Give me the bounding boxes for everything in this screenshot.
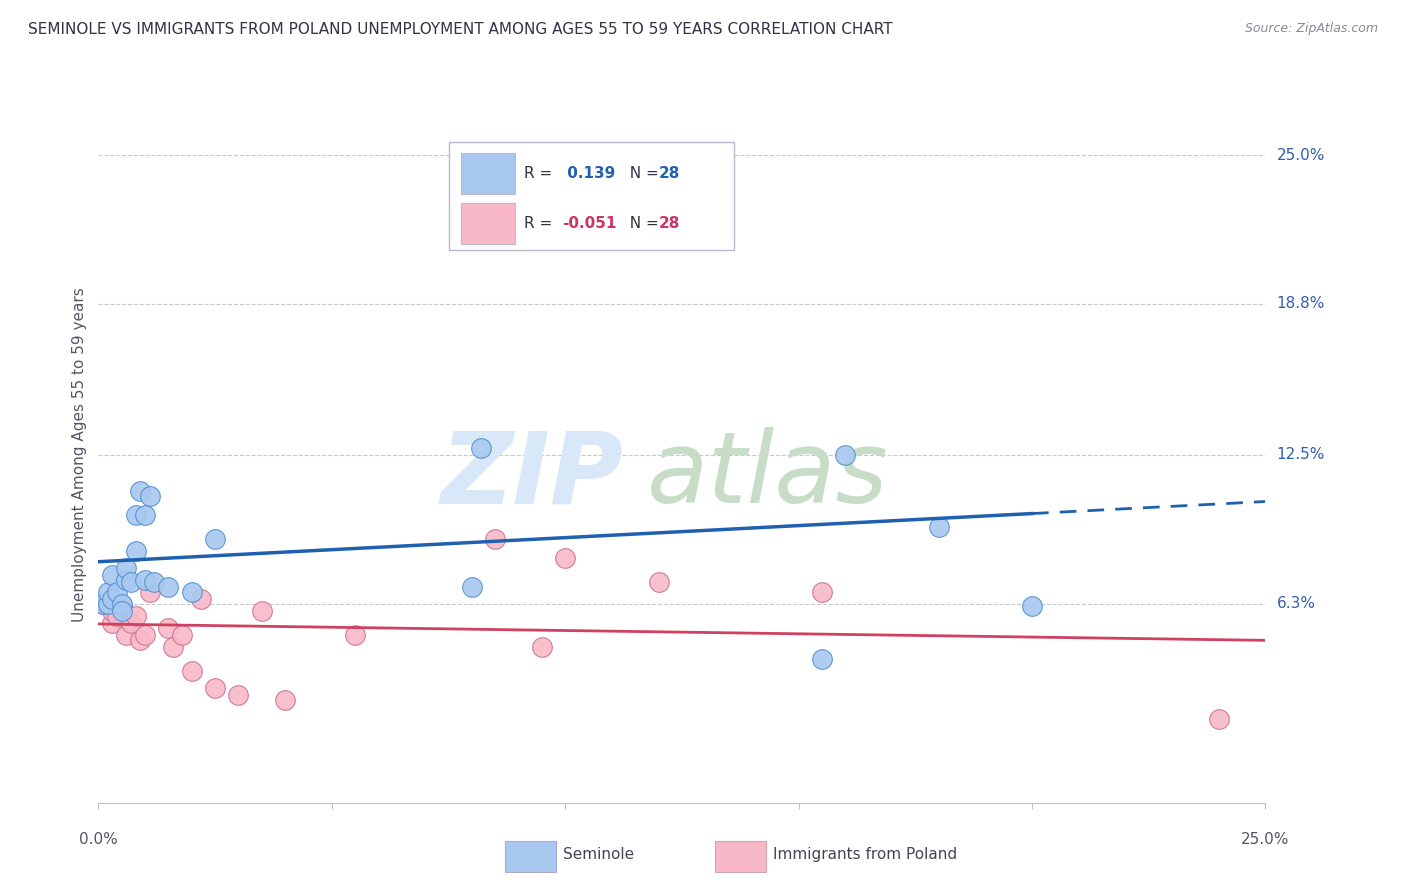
Point	[97, 597, 120, 611]
FancyBboxPatch shape	[505, 841, 555, 871]
Point	[134, 628, 156, 642]
FancyBboxPatch shape	[714, 841, 766, 871]
Point	[97, 584, 120, 599]
Point	[204, 532, 226, 546]
Point	[120, 575, 142, 590]
Point	[139, 489, 162, 503]
Point	[111, 604, 134, 618]
FancyBboxPatch shape	[461, 202, 515, 244]
Point	[470, 441, 492, 455]
Text: ZIP: ZIP	[440, 427, 623, 524]
Text: Source: ZipAtlas.com: Source: ZipAtlas.com	[1244, 22, 1378, 36]
Point	[97, 597, 120, 611]
Point	[101, 604, 124, 618]
FancyBboxPatch shape	[461, 153, 515, 194]
Text: 18.8%: 18.8%	[1277, 296, 1324, 311]
Point	[115, 560, 138, 574]
Point	[157, 580, 180, 594]
Point	[143, 575, 166, 590]
Text: 12.5%: 12.5%	[1277, 448, 1324, 462]
Point	[811, 652, 834, 666]
Point	[928, 520, 950, 534]
Point	[101, 567, 124, 582]
Point	[125, 608, 148, 623]
Point	[134, 508, 156, 522]
Point	[484, 532, 506, 546]
Point	[129, 632, 152, 647]
Point	[162, 640, 184, 654]
Point	[554, 551, 576, 566]
Text: 6.3%: 6.3%	[1277, 596, 1316, 611]
Y-axis label: Unemployment Among Ages 55 to 59 years: Unemployment Among Ages 55 to 59 years	[72, 287, 87, 623]
Text: SEMINOLE VS IMMIGRANTS FROM POLAND UNEMPLOYMENT AMONG AGES 55 TO 59 YEARS CORREL: SEMINOLE VS IMMIGRANTS FROM POLAND UNEMP…	[28, 22, 893, 37]
Text: R =: R =	[524, 166, 558, 181]
Point	[125, 544, 148, 558]
Point	[530, 640, 553, 654]
Point	[115, 573, 138, 587]
Point	[105, 608, 128, 623]
Point	[139, 584, 162, 599]
Text: 28: 28	[658, 166, 681, 181]
Text: 0.0%: 0.0%	[79, 831, 118, 847]
Point	[157, 621, 180, 635]
Point	[101, 591, 124, 606]
Point	[1021, 599, 1043, 613]
Point	[134, 573, 156, 587]
Text: 25.0%: 25.0%	[1241, 831, 1289, 847]
Point	[250, 604, 273, 618]
Text: 28: 28	[658, 216, 681, 231]
Text: Immigrants from Poland: Immigrants from Poland	[773, 847, 957, 863]
Point	[125, 508, 148, 522]
Text: N =: N =	[620, 216, 664, 231]
Text: -0.051: -0.051	[562, 216, 616, 231]
Text: Seminole: Seminole	[562, 847, 634, 863]
Point	[111, 597, 134, 611]
Text: 0.139: 0.139	[562, 166, 614, 181]
Point	[172, 628, 194, 642]
Point	[91, 597, 114, 611]
Point	[120, 615, 142, 630]
Text: N =: N =	[620, 166, 664, 181]
FancyBboxPatch shape	[449, 142, 734, 250]
Point	[647, 575, 669, 590]
Text: atlas: atlas	[647, 427, 889, 524]
Point	[1208, 712, 1230, 726]
Point	[105, 584, 128, 599]
Point	[811, 584, 834, 599]
Point	[91, 597, 114, 611]
Point	[344, 628, 367, 642]
Point	[228, 688, 250, 702]
Point	[129, 483, 152, 498]
Point	[111, 599, 134, 613]
Text: R =: R =	[524, 216, 558, 231]
Point	[115, 628, 138, 642]
Point	[461, 580, 484, 594]
Point	[470, 218, 492, 232]
Text: 25.0%: 25.0%	[1277, 147, 1324, 162]
Point	[180, 664, 202, 678]
Point	[180, 584, 202, 599]
Point	[190, 591, 212, 606]
Point	[101, 615, 124, 630]
Point	[834, 448, 856, 462]
Point	[204, 681, 226, 695]
Point	[274, 692, 297, 706]
